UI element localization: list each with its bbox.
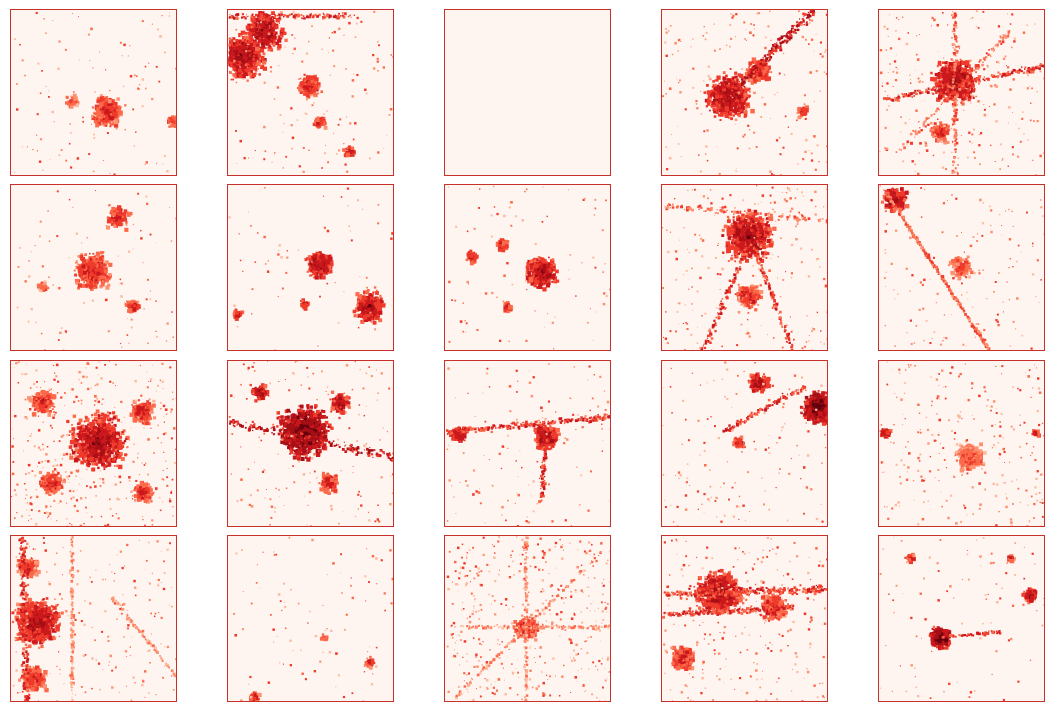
density-map-image: [11, 361, 176, 526]
density-map-image: [11, 10, 176, 175]
map-panel-r4c5: [878, 535, 1045, 702]
map-panel-r2c2: [227, 184, 394, 351]
density-map-image: [662, 361, 827, 526]
map-panel-r1c4: [661, 9, 828, 176]
map-panel-r3c3: [444, 360, 611, 527]
map-panel-r3c5: [878, 360, 1045, 527]
density-map-image: [11, 536, 176, 701]
map-panel-r1c1: [10, 9, 177, 176]
map-panel-r1c2: [227, 9, 394, 176]
density-map-image: [879, 361, 1044, 526]
density-map-image: [662, 536, 827, 701]
density-map-image: [879, 10, 1044, 175]
density-map-image: [662, 185, 827, 350]
map-panel-r4c2: [227, 535, 394, 702]
map-panel-r4c4: [661, 535, 828, 702]
map-panel-r3c2: [227, 360, 394, 527]
map-panel-r3c1: [10, 360, 177, 527]
map-panel-r1c3: [444, 9, 611, 176]
density-map-image: [228, 10, 393, 175]
map-panel-r2c1: [10, 184, 177, 351]
map-panel-r4c3: [444, 535, 611, 702]
map-panel-r4c1: [10, 535, 177, 702]
map-panel-r1c5: [878, 9, 1045, 176]
map-panel-r3c4: [661, 360, 828, 527]
density-map-image: [445, 536, 610, 701]
map-panel-r2c5: [878, 184, 1045, 351]
density-map-image: [228, 361, 393, 526]
density-map-image: [228, 185, 393, 350]
density-map-image: [879, 536, 1044, 701]
density-map-image: [662, 10, 827, 175]
map-panel-r2c3: [444, 184, 611, 351]
density-map-image: [228, 536, 393, 701]
density-map-image: [445, 10, 610, 175]
density-map-image: [11, 185, 176, 350]
density-map-image: [879, 185, 1044, 350]
density-map-image: [445, 185, 610, 350]
map-panel-r2c4: [661, 184, 828, 351]
density-map-image: [445, 361, 610, 526]
